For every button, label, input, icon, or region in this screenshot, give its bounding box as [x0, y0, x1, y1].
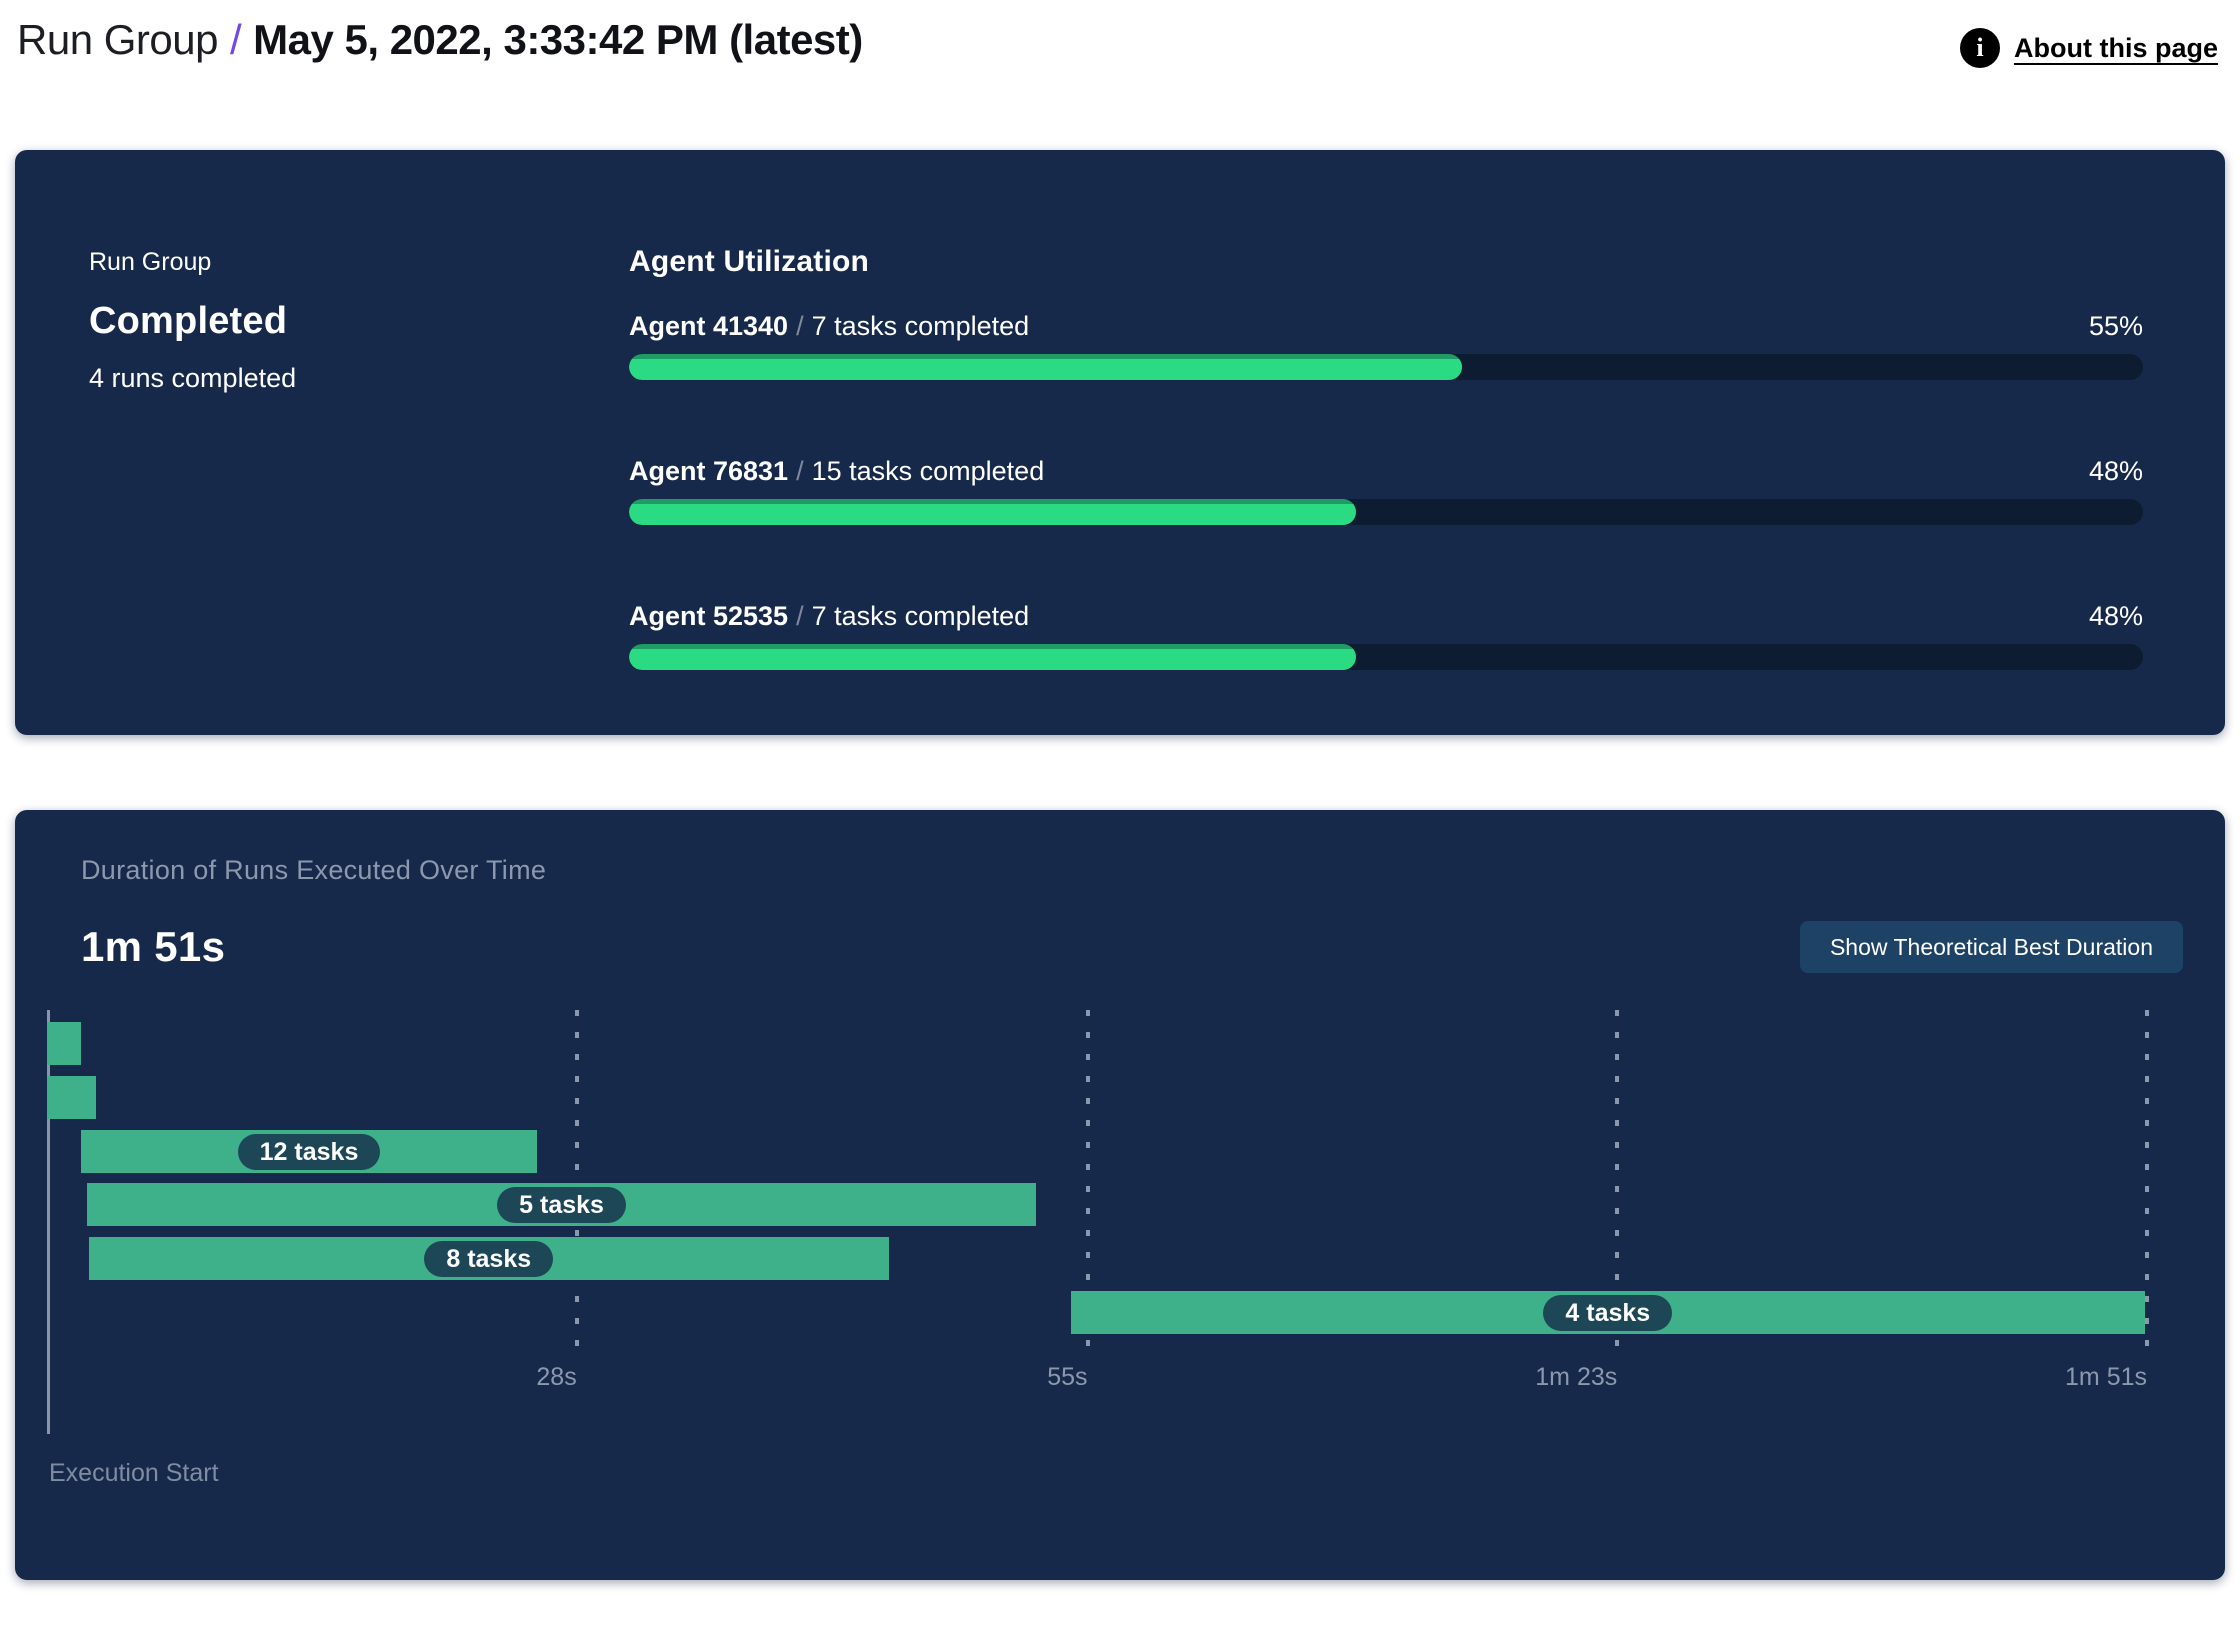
run-duration-bar[interactable]: 5 tasks [86, 1183, 1037, 1226]
agent-utilization-track [629, 644, 2143, 670]
run-duration-bar[interactable] [47, 1076, 97, 1119]
agent-separator: / [796, 311, 804, 341]
about-link-label[interactable]: About this page [2014, 32, 2218, 63]
show-theoretical-best-button[interactable]: Show Theoretical Best Duration [1799, 921, 2183, 973]
run-group-summary: Run Group Completed 4 runs completed [89, 150, 629, 735]
time-gridline [1085, 1010, 1090, 1350]
agent-name: Agent 41340 [629, 311, 789, 341]
time-tick-label: 1m 23s [1535, 1363, 1618, 1391]
time-gridline [1615, 1010, 1620, 1350]
run-timestamp: May 5, 2022, 3:33:42 PM (latest) [253, 16, 863, 63]
agent-utilization-percent: 48% [2088, 456, 2143, 486]
run-status-panel: Run Group Completed 4 runs completed Age… [15, 150, 2225, 735]
duration-panel: Duration of Runs Executed Over Time 1m 5… [15, 810, 2225, 1580]
task-count-pill: 8 tasks [424, 1240, 554, 1277]
task-count-pill: 12 tasks [237, 1133, 381, 1170]
agent-utilization-title: Agent Utilization [629, 245, 870, 278]
about-this-page-link[interactable]: i About this page [1960, 28, 2218, 68]
duration-chart-title: Duration of Runs Executed Over Time [81, 855, 547, 885]
agent-name: Agent 76831 [629, 456, 789, 486]
page-title: Run Group / May 5, 2022, 3:33:42 PM (lates… [17, 14, 863, 66]
run-duration-bar[interactable]: 4 tasks [1070, 1291, 2146, 1334]
agent-separator: / [796, 601, 804, 631]
run-group-status: Completed [89, 300, 288, 342]
agent-row-title: Agent 52535/7 tasks completed [629, 600, 1029, 633]
agent-separator: / [796, 456, 804, 486]
agent-tasks-completed: 7 tasks completed [811, 311, 1030, 341]
agent-utilization-fill [629, 499, 1356, 525]
agent-utilization-row: Agent 52535/7 tasks completed 48% [629, 600, 2143, 670]
agent-row-title: Agent 76831/15 tasks completed [629, 455, 1044, 488]
time-gridline [574, 1010, 579, 1350]
breadcrumb-run-group: Run Group [17, 16, 218, 63]
time-tick-label: 55s [1047, 1363, 1088, 1391]
page-header: Run Group / May 5, 2022, 3:33:42 PM (lates… [17, 14, 2218, 68]
agent-row-labels: Agent 41340/7 tasks completed 55% [629, 310, 2143, 343]
time-tick-label: 28s [536, 1363, 577, 1391]
run-duration-bar[interactable]: 12 tasks [81, 1130, 537, 1173]
task-count-pill: 4 tasks [1543, 1294, 1673, 1331]
gantt-chart: Execution Start 28s 55s 1m 23s 1m 51s 12 tas… [47, 1010, 2149, 1490]
agent-utilization-track [629, 354, 2143, 380]
run-group-label: Run Group [89, 248, 212, 276]
agent-row-labels: Agent 76831/15 tasks completed 48% [629, 455, 2143, 488]
runs-completed-count: 4 runs completed [89, 363, 297, 393]
agent-row-labels: Agent 52535/7 tasks completed 48% [629, 600, 2143, 633]
breadcrumb-separator: / [229, 16, 242, 63]
agent-utilization-percent: 55% [2088, 311, 2143, 341]
agent-tasks-completed: 7 tasks completed [811, 601, 1030, 631]
execution-start-axis-line [47, 1010, 50, 1434]
agent-utilization-fill [629, 644, 1356, 670]
run-duration-bar[interactable]: 8 tasks [88, 1237, 889, 1280]
agent-tasks-completed: 15 tasks completed [811, 456, 1045, 486]
run-duration-bar[interactable] [47, 1022, 82, 1065]
task-count-pill: 5 tasks [497, 1186, 626, 1223]
agent-row-title: Agent 41340/7 tasks completed [629, 310, 1029, 343]
agent-utilization-section: Agent Utilization Agent 41340/7 tasks co… [629, 150, 2143, 735]
agent-name: Agent 52535 [629, 601, 789, 631]
agent-utilization-rows: Agent 41340/7 tasks completed 55% Agent 76… [629, 310, 2143, 670]
execution-start-label: Execution Start [49, 1459, 219, 1487]
time-tick-label: 1m 51s [2065, 1363, 2147, 1391]
agent-utilization-fill [629, 354, 1462, 380]
agent-utilization-row: Agent 41340/7 tasks completed 55% [629, 310, 2143, 380]
agent-utilization-track [629, 499, 2143, 525]
agent-utilization-percent: 48% [2088, 601, 2143, 631]
agent-utilization-row: Agent 76831/15 tasks completed 48% [629, 455, 2143, 525]
info-icon[interactable]: i [1960, 28, 2000, 68]
duration-header: Duration of Runs Executed Over Time 1m 5… [15, 810, 2225, 973]
total-duration-value: 1m 51s [81, 923, 226, 970]
time-gridline [2145, 1010, 2149, 1350]
